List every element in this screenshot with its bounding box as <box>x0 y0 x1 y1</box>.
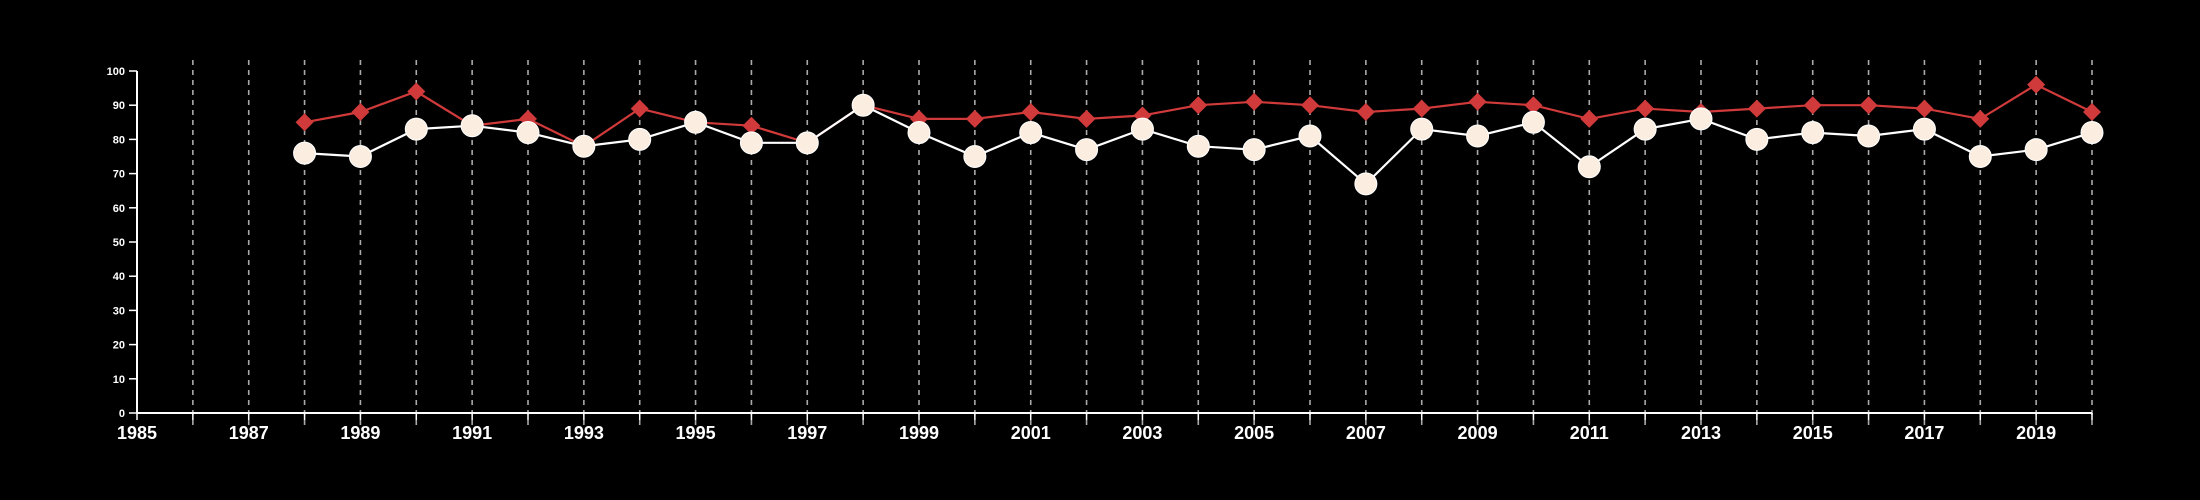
axes: 0 10 20 30 40 50 60 70 80 90 100 1985 1987 1989 1991 19… <box>107 66 2093 443</box>
data-point <box>1130 117 1154 141</box>
x-tick-label: 2007 <box>1346 423 1386 443</box>
data-point <box>630 99 649 118</box>
x-tick-label: 2015 <box>1793 423 1833 443</box>
data-point <box>1859 96 1878 115</box>
x-tick-label: 2001 <box>1011 423 1051 443</box>
data-point <box>1521 110 1545 134</box>
data-point <box>407 82 426 101</box>
y-tick-label: 10 <box>113 374 125 386</box>
data-point <box>1915 99 1934 118</box>
data-point <box>1745 127 1769 151</box>
y-tick-label: 60 <box>113 203 125 215</box>
data-point <box>2083 103 2101 122</box>
data-point <box>1189 96 1208 115</box>
data-point <box>1077 109 1096 128</box>
data-point <box>907 121 931 145</box>
data-point <box>2027 75 2046 94</box>
data-point <box>742 116 761 135</box>
series-2 <box>293 93 2104 196</box>
x-tick-label: 1989 <box>340 423 380 443</box>
data-point <box>1075 138 1099 162</box>
y-tick-label: 90 <box>113 100 125 112</box>
x-tick-label: 2011 <box>1570 423 1609 443</box>
data-point <box>628 127 652 151</box>
data-point <box>1410 117 1434 141</box>
data-point <box>1636 99 1655 118</box>
data-point <box>1580 109 1599 128</box>
data-point <box>1577 155 1601 179</box>
y-tick-label: 70 <box>113 169 125 181</box>
data-point <box>1245 92 1264 111</box>
data-point <box>963 145 987 168</box>
data-point <box>965 109 984 128</box>
data-point <box>1801 121 1825 145</box>
data-point <box>1803 96 1822 115</box>
data-point <box>1412 99 1431 118</box>
data-point <box>1468 92 1487 111</box>
x-tick-label: 1985 <box>117 423 157 443</box>
x-tick-label: 1995 <box>676 423 716 443</box>
data-point <box>1186 134 1210 158</box>
x-tick-label: 2017 <box>1904 423 1944 443</box>
x-tick-label: 2013 <box>1681 423 1721 443</box>
data-point <box>516 121 540 145</box>
data-point <box>851 93 875 117</box>
x-tick-label: 1997 <box>787 423 827 443</box>
y-tick-label: 20 <box>113 340 125 352</box>
data-point <box>1301 96 1319 115</box>
y-tick-label: 30 <box>113 305 125 317</box>
data-point <box>1356 103 1375 122</box>
data-point <box>1857 124 1881 148</box>
x-tick-label: 2005 <box>1234 423 1274 443</box>
data-point <box>2080 121 2104 145</box>
data-point <box>1971 109 1990 128</box>
data-point <box>351 103 370 122</box>
data-point <box>1021 103 1040 122</box>
x-tick-label: 1999 <box>899 423 939 443</box>
data-point <box>293 141 317 165</box>
data-point <box>295 113 314 132</box>
data-point <box>795 131 819 155</box>
data-point <box>2024 138 2048 162</box>
data-point <box>1242 138 1266 162</box>
data-point <box>1747 99 1766 118</box>
data-point <box>404 117 428 141</box>
data-point <box>1968 145 1992 168</box>
series-1 <box>295 75 2101 156</box>
data-point <box>348 145 372 168</box>
y-tick-label: 80 <box>113 134 125 146</box>
data-point <box>1524 96 1543 115</box>
data-point <box>1354 172 1378 196</box>
x-tick-label: 1991 <box>452 423 492 443</box>
data-point <box>1019 121 1043 145</box>
x-tick-label: 1993 <box>564 423 604 443</box>
x-tick-label: 2019 <box>2016 423 2056 443</box>
data-point <box>572 134 596 158</box>
data-point <box>1466 124 1490 148</box>
data-point <box>1633 117 1657 141</box>
x-tick-label: 2009 <box>1458 423 1498 443</box>
data-point <box>684 110 708 134</box>
data-point <box>1912 117 1936 141</box>
x-tick-label: 1987 <box>229 423 269 443</box>
data-point <box>1689 107 1713 131</box>
data-point <box>739 131 763 155</box>
y-tick-label: 40 <box>113 271 125 283</box>
data-point <box>460 114 484 138</box>
series-layer <box>293 75 2104 196</box>
data-point <box>1298 124 1322 148</box>
x-tick-label: 2003 <box>1122 423 1162 443</box>
y-tick-label: 50 <box>113 237 125 249</box>
y-tick-label: 0 <box>119 408 125 420</box>
y-tick-label: 100 <box>107 66 125 78</box>
